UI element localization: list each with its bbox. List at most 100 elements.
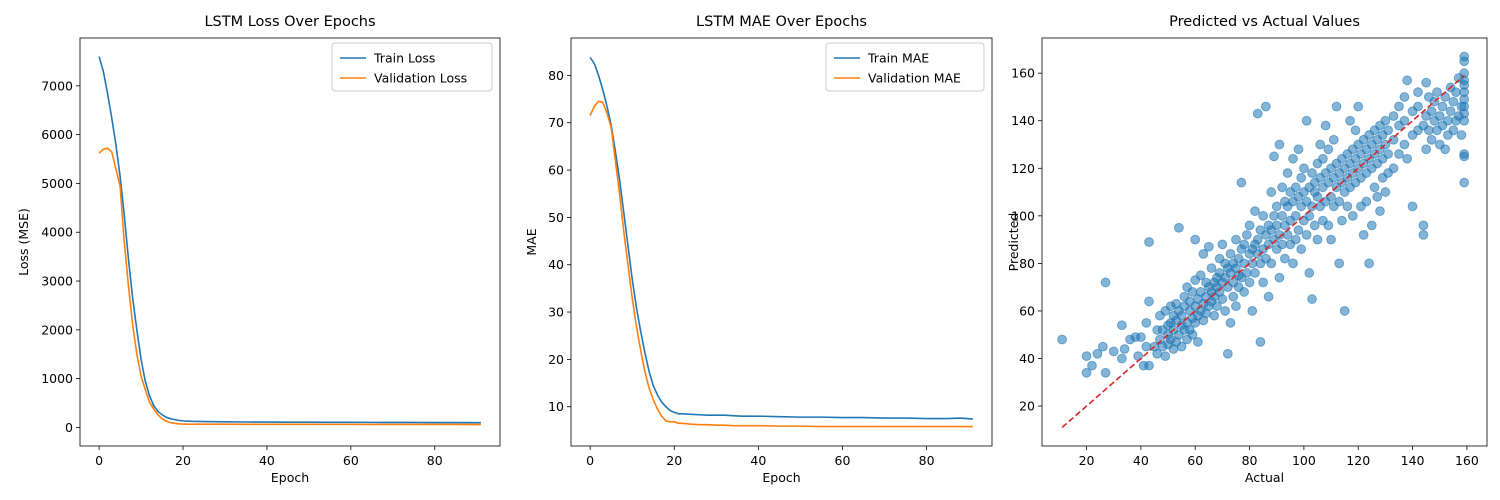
scatter-point — [1442, 115, 1453, 126]
scatter-point — [1353, 101, 1364, 112]
scatter-point — [1459, 177, 1470, 188]
scatter-point — [1437, 101, 1448, 112]
x-tick-label: 140 — [1401, 453, 1425, 468]
plot-frame — [1041, 37, 1488, 447]
plot-marks — [98, 56, 481, 426]
scatter-point — [1421, 144, 1432, 155]
scatter-point — [1459, 151, 1470, 162]
scatter-point — [1293, 144, 1304, 155]
scatter-point — [1258, 210, 1269, 221]
scatter-point — [1342, 201, 1353, 212]
scatter-point — [1339, 306, 1350, 316]
y-tick-label: 20 — [548, 352, 564, 367]
scatter-point — [1407, 201, 1418, 212]
y-tick-label: 160 — [1011, 66, 1035, 81]
scatter-point — [1380, 187, 1391, 197]
x-tick-label: 40 — [750, 453, 766, 468]
scatter-point — [1160, 351, 1171, 362]
scatter-point — [1383, 149, 1394, 159]
scatter-point — [1388, 134, 1399, 145]
scatter-point — [1217, 239, 1228, 250]
scatter-point — [1288, 258, 1298, 269]
scatter-point — [1331, 101, 1342, 112]
scatter-point — [1116, 320, 1127, 331]
scatter-point — [1345, 115, 1355, 126]
scatter-point — [1372, 191, 1383, 202]
scatter-point — [1388, 163, 1399, 174]
scatter-point — [1402, 75, 1413, 86]
scatter-point — [1206, 263, 1217, 274]
x-axis-label: Actual — [1245, 470, 1284, 485]
y-axis-label: Predicted — [1006, 213, 1021, 272]
y-tick-label: 20 — [1019, 399, 1035, 414]
scatter-point — [1119, 344, 1130, 354]
scatter-point — [1421, 77, 1432, 88]
x-tick-label: 20 — [666, 453, 682, 468]
scatter-point — [1198, 248, 1209, 259]
scatter-point — [1451, 87, 1461, 98]
scatter-point — [1380, 115, 1391, 126]
plot-frame — [79, 37, 501, 447]
scatter-point — [1328, 134, 1339, 145]
scatter-point — [1193, 336, 1203, 347]
y-tick-label: 40 — [1019, 351, 1035, 366]
y-axis-label: Loss (MSE) — [16, 208, 31, 276]
scatter-point — [1309, 220, 1320, 231]
plot-marks — [1057, 51, 1470, 429]
x-tick-label: 0 — [586, 453, 594, 468]
scatter-point — [1383, 125, 1394, 136]
y-tick-label: 2000 — [41, 322, 73, 337]
scatter-point — [1296, 244, 1307, 255]
x-tick-label: 80 — [1242, 453, 1258, 468]
scatter-point — [1434, 111, 1445, 121]
mae-chart: LSTM MAE Over Epochs Epoch MAE 0 20 40 60 80 10 2… — [524, 14, 993, 485]
scatter-point — [1307, 294, 1317, 304]
scatter-point — [1255, 336, 1266, 347]
scatter-point — [1307, 168, 1317, 178]
x-tick-label: 0 — [95, 453, 103, 468]
scatter-point — [1358, 229, 1369, 240]
scatter-point — [1312, 234, 1323, 245]
scatter-point — [1081, 367, 1092, 378]
scatter-point — [1209, 310, 1220, 321]
scatter-point — [1250, 268, 1260, 278]
scatter-point — [1144, 296, 1154, 307]
y-tick-label: 70 — [548, 115, 564, 130]
scatter-point — [1271, 201, 1282, 212]
scatter-point — [1081, 351, 1092, 362]
scatter-point — [1225, 248, 1236, 259]
scatter-point — [1228, 291, 1239, 302]
scatter-point — [1288, 153, 1298, 164]
y-tick-label: 60 — [1019, 303, 1035, 318]
scatter-point — [1187, 329, 1198, 340]
scatter-point — [1266, 258, 1277, 269]
scatter-point — [1290, 210, 1301, 221]
y-tick-label: 6000 — [41, 127, 73, 142]
scatter-point — [1260, 101, 1271, 112]
x-tick-label: 20 — [1079, 453, 1095, 468]
scatter-point — [1277, 239, 1288, 250]
scatter-point — [1394, 101, 1404, 112]
legend-entry: Validation MAE — [868, 71, 961, 86]
y-axis-label: MAE — [524, 228, 539, 255]
y-tick-label: 3000 — [41, 274, 73, 289]
legend-entry: Train Loss — [373, 51, 435, 66]
legend-entry: Train MAE — [867, 51, 929, 66]
scatter-point — [1225, 317, 1236, 328]
scatter-point — [1258, 277, 1269, 288]
scatter-point — [1244, 220, 1255, 231]
scatter-point — [1097, 341, 1108, 352]
x-tick-label: 40 — [1133, 453, 1149, 468]
scatter-point — [1282, 168, 1293, 178]
x-tick-label: 40 — [259, 453, 275, 468]
scatter-point — [1266, 187, 1277, 197]
scatter-point — [1334, 258, 1345, 269]
scatter-point — [1423, 125, 1434, 136]
x-tick-label: 80 — [919, 453, 935, 468]
scatter-point — [1252, 108, 1263, 119]
scatter-point — [1337, 215, 1347, 226]
scatter-point — [1241, 229, 1252, 240]
scatter-point — [1369, 182, 1380, 193]
y-tick-label: 1000 — [41, 371, 73, 386]
scatter-point — [1320, 120, 1331, 131]
